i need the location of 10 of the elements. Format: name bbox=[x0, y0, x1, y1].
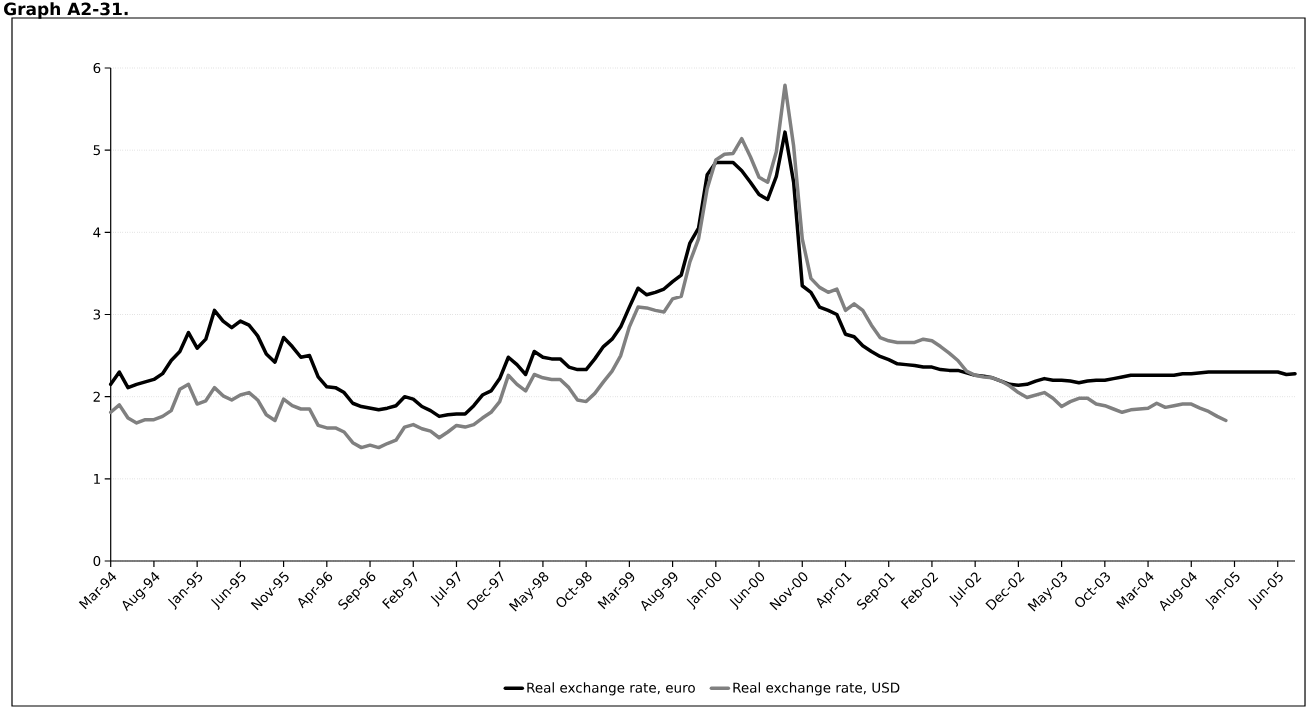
legend-label: Real exchange rate, USD bbox=[733, 682, 900, 696]
legend-label: Real exchange rate, euro bbox=[527, 682, 695, 696]
y-tick-label: 1 bbox=[94, 473, 100, 484]
y-tick-label: 4 bbox=[93, 227, 101, 238]
y-tick-label: 6 bbox=[93, 62, 101, 74]
y-tick-label: 3 bbox=[93, 309, 101, 320]
y-tick-label: 0 bbox=[93, 555, 101, 567]
y-tick-label: 2 bbox=[93, 391, 100, 402]
chart-title: Graph A2-31. bbox=[4, 2, 128, 19]
y-tick-label: 5 bbox=[93, 145, 100, 156]
